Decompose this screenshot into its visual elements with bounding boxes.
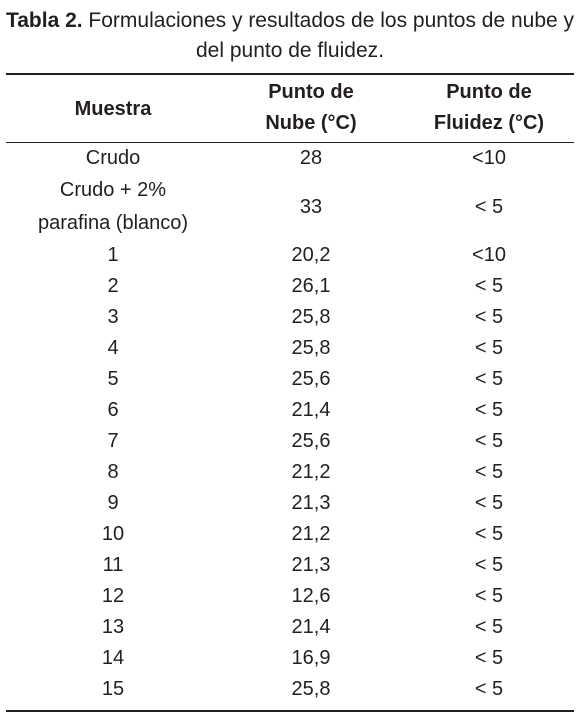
cell-sample: 4 [107, 337, 119, 359]
cell-pour-point: < 5 [474, 523, 504, 545]
cell-cloud-point: 12,6 [291, 585, 331, 607]
cell-cloud-point: 21,3 [291, 554, 331, 576]
cell-pour-point: < 5 [474, 585, 504, 607]
header-cloud-point-line1: Punto de [268, 81, 354, 103]
cell-cloud-point: 21,2 [291, 461, 331, 483]
cell-sample: 10 [101, 523, 125, 545]
cell-cloud-point: 25,8 [291, 678, 331, 700]
table-row: 7 25,6 < 5 [0, 426, 580, 457]
cell-sample: 9 [107, 492, 119, 514]
cell-cloud-point: 20,2 [291, 244, 331, 266]
cell-sample: 1 [107, 244, 119, 266]
cell-pour-point: <10 [472, 147, 506, 169]
table-row: 10 21,2 < 5 [0, 519, 580, 550]
cell-pour-point: < 5 [474, 461, 504, 483]
table-row: 14 16,9 < 5 [0, 643, 580, 674]
table-row: 2 26,1 < 5 [0, 271, 580, 302]
cell-sample-line2: parafina (blanco) [37, 212, 189, 234]
table-caption-label: Tabla 2. [5, 9, 83, 32]
table-row: 4 25,8 < 5 [0, 333, 580, 364]
table-bottom-rule [6, 710, 574, 712]
cell-sample: 12 [101, 585, 125, 607]
table-row: 1 20,2 <10 [0, 240, 580, 271]
cell-cloud-point: 33 [299, 195, 323, 218]
cell-cloud-point: 21,2 [291, 523, 331, 545]
cell-sample: 6 [107, 399, 119, 421]
cell-pour-point: <10 [472, 244, 506, 266]
cell-pour-point: < 5 [474, 337, 504, 359]
header-cloud-point-line2: Nube (°C) [265, 112, 357, 134]
cell-sample: 13 [101, 616, 125, 638]
table-row: 15 25,8 < 5 [0, 674, 580, 705]
cell-cloud-point: 21,3 [291, 492, 331, 514]
table-row: Crudo + 2% parafina (blanco) 33 < 5 [0, 174, 580, 240]
cell-sample-line1: Crudo + 2% [59, 179, 167, 201]
cell-pour-point: < 5 [474, 647, 504, 669]
table-row: 9 21,3 < 5 [0, 488, 580, 519]
cell-sample: 7 [107, 430, 119, 452]
cell-pour-point: < 5 [474, 430, 504, 452]
header-pour-point-line2: Fluidez (°C) [433, 112, 545, 134]
table-top-rule [6, 73, 574, 75]
cell-sample: 5 [107, 368, 119, 390]
header-sample: Muestra [74, 98, 152, 120]
table-row: 13 21,4 < 5 [0, 612, 580, 643]
table-header: Muestra Punto de Nube (°C) Punto de Flui… [0, 77, 580, 141]
cell-cloud-point: 21,4 [291, 399, 331, 421]
cell-sample: Crudo + 2% parafina (blanco) [8, 174, 218, 240]
cell-sample: 15 [101, 678, 125, 700]
table-header-rule [6, 142, 574, 143]
cell-sample: 2 [107, 275, 119, 297]
cell-cloud-point: 26,1 [291, 275, 331, 297]
table-caption-text: Formulaciones y resultados de los puntos… [82, 9, 575, 62]
cell-pour-point: < 5 [474, 195, 504, 218]
cell-sample: 11 [102, 554, 124, 576]
cell-sample: Crudo [85, 147, 141, 169]
table-caption: Tabla 2. Formulaciones y resultados de l… [0, 6, 580, 66]
table-body: Crudo 28 <10 Crudo + 2% parafina (blanco… [0, 143, 580, 705]
table-row: 5 25,6 < 5 [0, 364, 580, 395]
table-row: 8 21,2 < 5 [0, 457, 580, 488]
cell-sample: 8 [107, 461, 119, 483]
cell-sample: 14 [101, 647, 125, 669]
cell-cloud-point: 28 [299, 147, 323, 169]
cell-pour-point: < 5 [474, 368, 504, 390]
cell-pour-point: < 5 [474, 399, 504, 421]
cell-pour-point: < 5 [474, 678, 504, 700]
table-row: 3 25,8 < 5 [0, 302, 580, 333]
cell-cloud-point: 16,9 [291, 647, 331, 669]
table-row: 12 12,6 < 5 [0, 581, 580, 612]
header-pour-point-line1: Punto de [446, 81, 532, 103]
cell-cloud-point: 25,6 [291, 430, 331, 452]
table-row: 11 21,3 < 5 [0, 550, 580, 581]
header-cloud-point: Punto de Nube (°C) [218, 77, 404, 141]
header-pour-point: Punto de Fluidez (°C) [404, 77, 574, 141]
cell-cloud-point: 25,8 [291, 306, 331, 328]
cell-pour-point: < 5 [474, 554, 504, 576]
cell-pour-point: < 5 [474, 492, 504, 514]
cell-pour-point: < 5 [474, 616, 504, 638]
cell-sample: 3 [107, 306, 119, 328]
cell-cloud-point: 25,6 [291, 368, 331, 390]
cell-cloud-point: 25,8 [291, 337, 331, 359]
cell-pour-point: < 5 [474, 306, 504, 328]
table-row: 6 21,4 < 5 [0, 395, 580, 426]
table-row: Crudo 28 <10 [0, 143, 580, 174]
cell-pour-point: < 5 [474, 275, 504, 297]
cell-cloud-point: 21,4 [291, 616, 331, 638]
